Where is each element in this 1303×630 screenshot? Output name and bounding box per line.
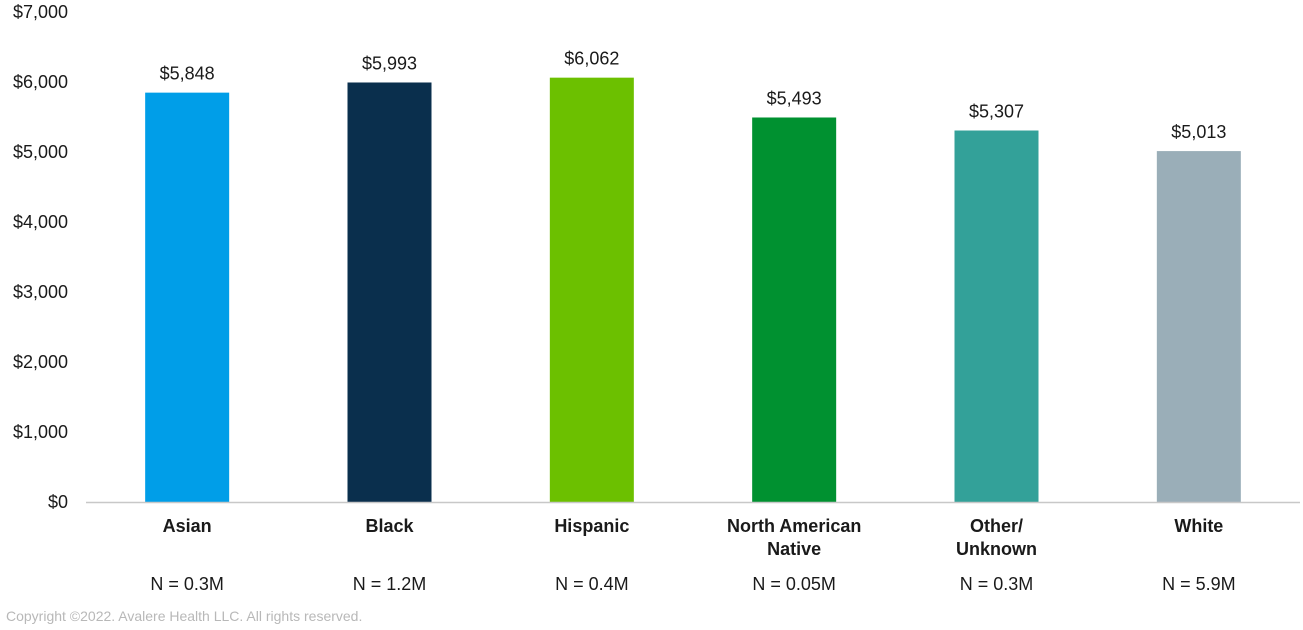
sample-size-label: N = 0.4M [555, 574, 629, 594]
x-category-label: North American Native [727, 516, 861, 559]
bar [752, 117, 837, 503]
y-tick-label: $5,000 [13, 142, 68, 162]
x-category-label: Other/Unknown [956, 516, 1037, 559]
data-label: $5,307 [969, 102, 1024, 122]
bar [954, 130, 1039, 502]
y-tick-label: $2,000 [13, 352, 68, 372]
sample-size-label: N = 5.9M [1162, 574, 1236, 594]
bar [347, 82, 432, 503]
y-tick-label: $6,000 [13, 72, 68, 92]
sample-size-label: N = 0.3M [150, 574, 224, 594]
data-label: $5,993 [362, 53, 417, 73]
y-tick-label: $7,000 [13, 2, 68, 22]
copyright-notice: Copyright ©2022. Avalere Health LLC. All… [6, 608, 363, 624]
y-tick-label: $4,000 [13, 212, 68, 232]
x-category-label: Asian [163, 516, 212, 536]
data-label: $5,013 [1171, 122, 1226, 142]
sample-size-label: N = 1.2M [353, 574, 427, 594]
sample-size-label: N = 0.05M [752, 574, 836, 594]
data-label: $5,848 [160, 64, 215, 84]
data-label: $6,062 [564, 49, 619, 69]
data-labels: $5,848 $5,993 $6,062 $5,493 $5,307 $5,013 [160, 49, 1227, 142]
y-tick-label: $1,000 [13, 422, 68, 442]
bar [145, 92, 230, 502]
sample-size-label: N = 0.3M [960, 574, 1034, 594]
bar [1156, 151, 1241, 502]
data-label: $5,493 [767, 88, 822, 108]
x-category-label: White [1174, 516, 1223, 536]
y-tick-label: $3,000 [13, 282, 68, 302]
bars [145, 77, 1241, 503]
y-axis: $0 $1,000 $2,000 $3,000 $4,000 $5,000 $6,000 $7… [13, 2, 68, 512]
x-category-label: Black [365, 516, 414, 536]
y-tick-label: $0 [48, 492, 68, 512]
bar [549, 77, 634, 502]
sample-sizes: N = 0.3M N = 1.2M N = 0.4M N = 0.05M N = 0.3… [150, 574, 1235, 594]
x-category-label: Hispanic [554, 516, 629, 536]
x-axis: Asian Black Hispanic North American Native Ot… [86, 501, 1300, 559]
